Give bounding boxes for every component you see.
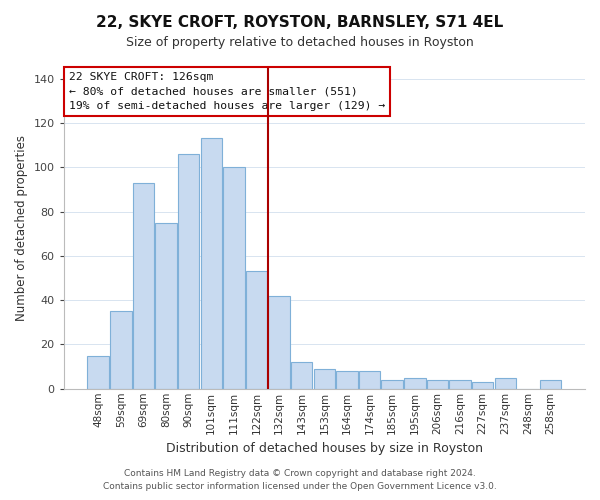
Bar — [155, 222, 177, 389]
Y-axis label: Number of detached properties: Number of detached properties — [15, 135, 28, 321]
Text: Size of property relative to detached houses in Royston: Size of property relative to detached ho… — [126, 36, 474, 49]
Bar — [336, 371, 358, 389]
Bar — [382, 380, 403, 389]
Bar — [359, 371, 380, 389]
Bar — [246, 272, 267, 389]
Text: 22, SKYE CROFT, ROYSTON, BARNSLEY, S71 4EL: 22, SKYE CROFT, ROYSTON, BARNSLEY, S71 4… — [97, 15, 503, 30]
X-axis label: Distribution of detached houses by size in Royston: Distribution of detached houses by size … — [166, 442, 483, 455]
Bar — [314, 369, 335, 389]
Bar — [133, 182, 154, 389]
Bar — [88, 356, 109, 389]
Bar — [404, 378, 425, 389]
Text: Contains HM Land Registry data © Crown copyright and database right 2024.
Contai: Contains HM Land Registry data © Crown c… — [103, 470, 497, 491]
Bar — [472, 382, 493, 389]
Bar — [223, 167, 245, 389]
Bar — [268, 296, 290, 389]
Bar — [494, 378, 516, 389]
Text: 22 SKYE CROFT: 126sqm
← 80% of detached houses are smaller (551)
19% of semi-det: 22 SKYE CROFT: 126sqm ← 80% of detached … — [69, 72, 385, 111]
Bar — [427, 380, 448, 389]
Bar — [540, 380, 562, 389]
Bar — [178, 154, 199, 389]
Bar — [110, 311, 131, 389]
Bar — [200, 138, 222, 389]
Bar — [291, 362, 313, 389]
Bar — [449, 380, 471, 389]
